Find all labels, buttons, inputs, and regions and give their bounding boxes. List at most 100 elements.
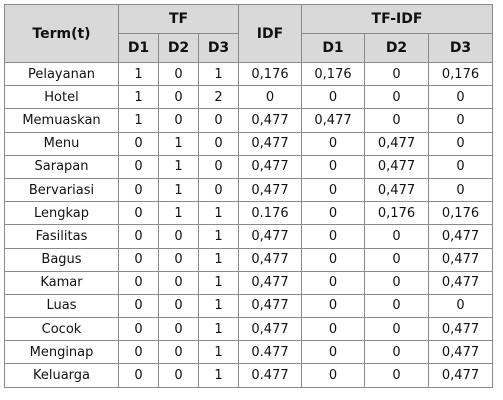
tfidf-d1-cell: 0,477: [301, 108, 365, 133]
header-tf-d2: D2: [158, 33, 199, 63]
tf-d1-cell: 1: [118, 85, 159, 110]
tfidf-d3-cell: 0: [428, 108, 493, 133]
tfidf-d1-cell: 0: [301, 270, 365, 295]
table-row: Menginap 0 0 1 0.477 0 0 0,477: [4, 340, 493, 365]
tfidf-d2-cell: 0: [364, 293, 429, 319]
idf-cell: 0,477: [238, 270, 302, 295]
tfidf-d1-cell: 0: [301, 177, 365, 203]
tf-d1-cell: 1: [118, 108, 159, 133]
idf-cell: 0,477: [238, 154, 302, 179]
tf-d2-cell: 1: [158, 201, 199, 226]
table-row: Bagus 0 0 1 0,477 0 0 0,477: [4, 247, 493, 272]
tfidf-d1-cell: 0,176: [301, 61, 365, 87]
tfidf-d2-cell: 0: [364, 61, 429, 87]
tfidf-d3-cell: 0,176: [428, 201, 493, 226]
header-tfidf-d2: D2: [364, 33, 429, 63]
tf-d3-cell: 0: [198, 177, 239, 203]
tfidf-d2-cell: 0,477: [364, 131, 429, 156]
term-cell: Keluarga: [4, 363, 119, 388]
tf-d2-cell: 0: [158, 317, 199, 342]
idf-cell: 0,477: [238, 293, 302, 319]
tf-d1-cell: 0: [118, 177, 159, 203]
tf-d3-cell: 2: [198, 85, 239, 110]
term-cell: Memuaskan: [4, 108, 119, 133]
term-cell: Cocok: [4, 317, 119, 342]
tf-d1-cell: 0: [118, 363, 159, 388]
tfidf-d1-cell: 0: [301, 224, 365, 249]
header-tf-d1: D1: [118, 33, 159, 63]
idf-cell: 0,477: [238, 177, 302, 203]
tf-d1-cell: 0: [118, 317, 159, 342]
tfidf-d1-cell: 0: [301, 340, 365, 365]
table-header: Term(t) TF IDF TF-IDF D1 D2 D3 D1 D2 D3: [4, 4, 493, 63]
idf-cell: 0,477: [238, 224, 302, 249]
term-cell: Menginap: [4, 340, 119, 365]
table-row: Kamar 0 0 1 0,477 0 0 0,477: [4, 270, 493, 295]
table-row: Menu 0 1 0 0,477 0 0,477 0: [4, 131, 493, 156]
tfidf-d3-cell: 0,176: [428, 61, 493, 87]
table-row: Luas 0 0 1 0,477 0 0 0: [4, 293, 493, 319]
idf-cell: 0,477: [238, 131, 302, 156]
tfidf-d1-cell: 0: [301, 247, 365, 272]
table-row: Sarapan 0 1 0 0,477 0 0,477 0: [4, 154, 493, 179]
idf-cell: 0.477: [238, 340, 302, 365]
tfidf-d2-cell: 0: [364, 85, 429, 110]
tf-d3-cell: 1: [198, 317, 239, 342]
tf-d3-cell: 0: [198, 131, 239, 156]
table-body: Pelayanan 1 0 1 0,176 0,176 0 0,176 Hotel 1 0 2 0 0 0 0…: [4, 61, 493, 388]
term-cell: Menu: [4, 131, 119, 156]
tf-d1-cell: 0: [118, 293, 159, 319]
tfidf-d3-cell: 0: [428, 293, 493, 319]
tfidf-d1-cell: 0: [301, 363, 365, 388]
tfidf-d3-cell: 0,477: [428, 224, 493, 249]
table-row: Bervariasi 0 1 0 0,477 0 0,477 0: [4, 177, 493, 203]
header-term: Term(t): [4, 4, 119, 63]
header-tfidf-d3: D3: [428, 33, 493, 63]
tf-d2-cell: 1: [158, 177, 199, 203]
idf-cell: 0: [238, 85, 302, 110]
tfidf-d1-cell: 0: [301, 85, 365, 110]
tf-d3-cell: 1: [198, 201, 239, 226]
tfidf-d2-cell: 0: [364, 224, 429, 249]
term-cell: Bagus: [4, 247, 119, 272]
tf-d2-cell: 0: [158, 363, 199, 388]
tf-d2-cell: 0: [158, 61, 199, 87]
tf-d2-cell: 0: [158, 108, 199, 133]
header-tfidf: TF-IDF: [301, 4, 493, 34]
tf-d2-cell: 1: [158, 131, 199, 156]
tf-d1-cell: 0: [118, 224, 159, 249]
tfidf-d2-cell: 0: [364, 108, 429, 133]
tf-idf-table: Term(t) TF IDF TF-IDF D1 D2 D3 D1 D2 D3 …: [4, 4, 493, 388]
term-cell: Luas: [4, 293, 119, 319]
tfidf-d2-cell: 0: [364, 247, 429, 272]
tfidf-d1-cell: 0: [301, 154, 365, 179]
term-cell: Sarapan: [4, 154, 119, 179]
tfidf-d2-cell: 0,477: [364, 154, 429, 179]
table-row: Fasilitas 0 0 1 0,477 0 0 0,477: [4, 224, 493, 249]
tf-d3-cell: 1: [198, 293, 239, 319]
tf-d3-cell: 1: [198, 340, 239, 365]
tfidf-d1-cell: 0: [301, 131, 365, 156]
tf-d1-cell: 0: [118, 340, 159, 365]
tf-d2-cell: 0: [158, 293, 199, 319]
tf-d2-cell: 0: [158, 340, 199, 365]
term-cell: Fasilitas: [4, 224, 119, 249]
term-cell: Bervariasi: [4, 177, 119, 203]
tfidf-d3-cell: 0: [428, 131, 493, 156]
tf-d3-cell: 1: [198, 363, 239, 388]
tf-d1-cell: 0: [118, 247, 159, 272]
tfidf-d2-cell: 0: [364, 340, 429, 365]
tfidf-d3-cell: 0: [428, 177, 493, 203]
term-cell: Pelayanan: [4, 61, 119, 87]
tf-d3-cell: 1: [198, 247, 239, 272]
term-cell: Hotel: [4, 85, 119, 110]
tf-d3-cell: 1: [198, 270, 239, 295]
header-tf: TF: [118, 4, 239, 34]
tfidf-d2-cell: 0: [364, 270, 429, 295]
header-idf: IDF: [238, 4, 302, 63]
idf-cell: 0.176: [238, 201, 302, 226]
tfidf-d3-cell: 0,477: [428, 317, 493, 342]
tf-d2-cell: 0: [158, 224, 199, 249]
idf-cell: 0,477: [238, 247, 302, 272]
